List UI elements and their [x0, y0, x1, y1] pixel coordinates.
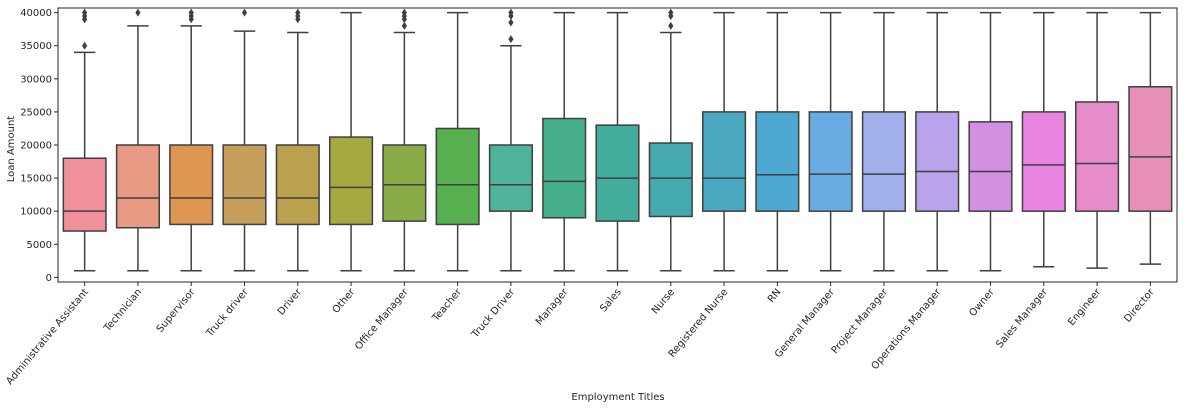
box-17 — [915, 11, 960, 272]
outlier-point — [668, 21, 674, 30]
y-tick-label: 25000 — [20, 107, 52, 118]
box-iqr — [329, 136, 374, 226]
box-iqr — [755, 111, 800, 212]
x-tick-label: Administrative Assistant — [4, 287, 91, 387]
box-1 — [62, 8, 107, 272]
x-tick-label: Registered Nurse — [667, 287, 731, 360]
y-tick-label: 5000 — [27, 240, 52, 251]
box-iqr — [542, 117, 587, 219]
box-11 — [595, 11, 640, 272]
x-tick-label: Other — [331, 286, 358, 316]
box-13 — [702, 11, 747, 272]
y-tick-label: 30000 — [20, 74, 52, 85]
y-tick-label: 15000 — [20, 174, 52, 185]
box-12 — [648, 8, 693, 272]
box-iqr — [115, 144, 160, 229]
x-tick-label: Sales — [598, 287, 624, 314]
box-9 — [488, 8, 533, 272]
outlier-point — [188, 8, 194, 17]
x-axis-label: Employment Titles — [571, 392, 664, 403]
x-tick-label: Project Manager — [830, 286, 891, 356]
box-iqr — [169, 144, 214, 226]
box-iqr — [222, 144, 267, 226]
outlier-point — [241, 8, 248, 17]
x-tick-label: Director — [1122, 286, 1157, 325]
box-iqr — [1075, 101, 1120, 212]
x-axis-ticks: Administrative Assistant Technician Superv… — [4, 282, 1157, 387]
box-19 — [1021, 11, 1066, 268]
x-tick-label: Driver — [276, 286, 305, 317]
box-iqr — [808, 111, 853, 212]
x-tick-label: Office Manager — [353, 286, 411, 352]
box-8 — [435, 11, 480, 272]
box-10 — [542, 11, 587, 272]
box-16 — [861, 11, 906, 272]
x-tick-label: Truck driver — [204, 286, 252, 340]
y-tick-label: 40000 — [20, 8, 52, 19]
box-iqr — [1021, 111, 1066, 212]
box-15 — [808, 11, 853, 272]
box-4 — [222, 8, 267, 272]
x-tick-label: Sales Manager — [994, 286, 1050, 350]
box-2 — [115, 8, 160, 272]
x-tick-label: RN — [766, 287, 784, 305]
box-iqr — [861, 111, 906, 212]
outlier-point — [401, 8, 407, 17]
y-tick-label: 10000 — [20, 207, 52, 218]
box-21 — [1128, 11, 1173, 265]
box-iqr — [595, 124, 640, 222]
box-iqr — [488, 144, 533, 212]
x-tick-label: Nurse — [650, 287, 677, 317]
box-iqr — [1128, 86, 1173, 212]
plot-area — [62, 8, 1173, 272]
box-14 — [755, 11, 800, 272]
box-iqr — [915, 111, 960, 212]
y-tick-label: 20000 — [20, 141, 52, 152]
outlier-point — [82, 8, 88, 17]
box-iqr — [62, 157, 107, 232]
x-tick-label: Manager — [534, 286, 571, 327]
box-5 — [275, 8, 320, 272]
box-iqr — [648, 142, 693, 218]
box-3 — [169, 8, 214, 272]
outlier-point — [82, 41, 88, 50]
box-6 — [329, 11, 374, 272]
outlier-point — [295, 8, 301, 17]
x-tick-label: Supervisor — [155, 286, 198, 335]
outlier-point — [508, 35, 514, 44]
box-18 — [968, 11, 1013, 272]
outlier-point — [401, 21, 407, 30]
outlier-point — [668, 8, 674, 17]
box-iqr — [702, 111, 747, 212]
box-7 — [382, 8, 427, 272]
box-iqr — [435, 127, 480, 226]
box-20 — [1075, 11, 1120, 269]
box-iqr — [968, 121, 1013, 212]
y-tick-label: 0 — [46, 273, 52, 284]
x-tick-label: Owner — [967, 286, 997, 319]
x-tick-label: General Manager — [773, 286, 838, 360]
box-iqr — [382, 144, 427, 222]
y-axis-ticks: 0 5000 10000 15000 20000 25000 30000 35000 40000 — [20, 8, 58, 284]
x-tick-label: Engineer — [1066, 286, 1104, 328]
y-tick-label: 35000 — [20, 41, 52, 52]
outlier-point — [508, 8, 514, 17]
x-tick-label: Truck Driver — [469, 286, 517, 341]
y-axis-label: Loan Amount — [6, 116, 17, 183]
x-tick-label: Teacher — [430, 286, 465, 324]
box-iqr — [275, 144, 320, 226]
x-tick-label: Technician — [102, 287, 145, 335]
outlier-point — [508, 18, 514, 27]
outlier-point — [135, 8, 141, 17]
